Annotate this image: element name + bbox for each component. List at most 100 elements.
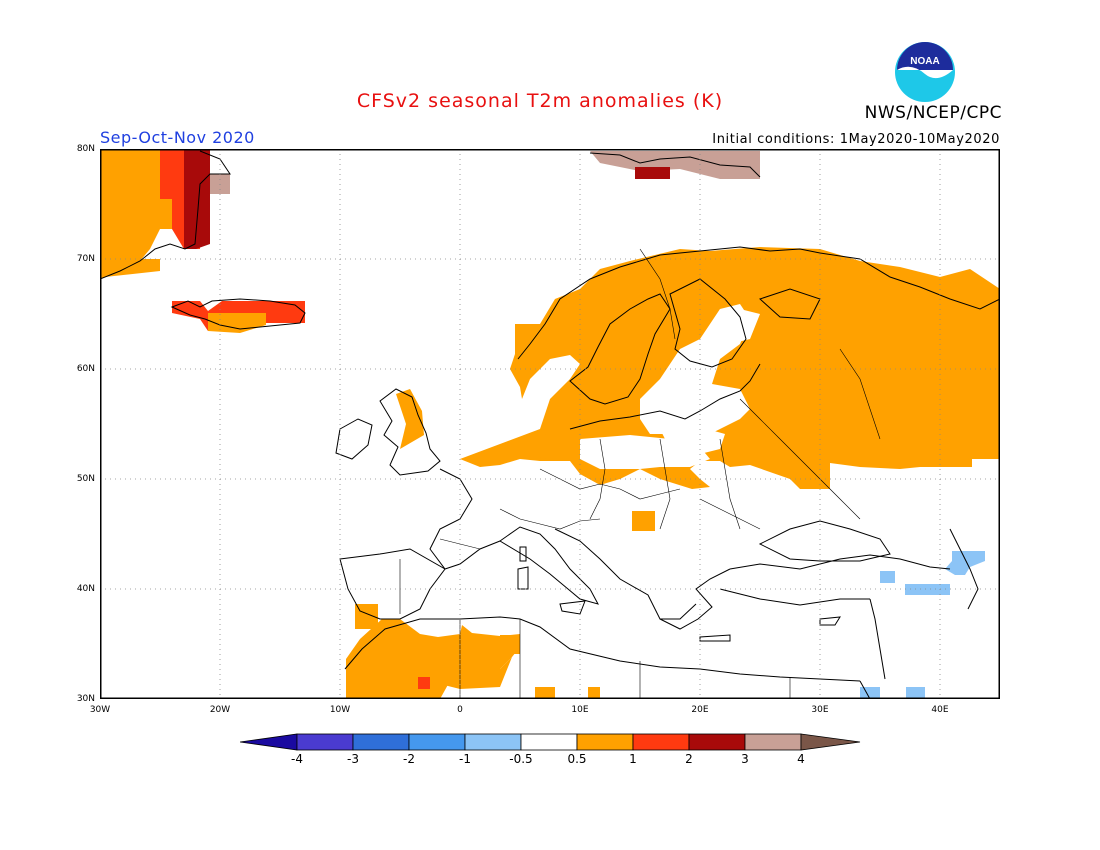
greenland-anomaly-3 [184, 149, 210, 249]
black-sea [758, 520, 891, 562]
agency-label: NWS/NCEP/CPC [864, 103, 1002, 123]
caucasus-cool-anomaly [945, 551, 985, 575]
norway-coast [517, 246, 821, 360]
algeria-anomaly [440, 637, 512, 689]
border-line [499, 508, 601, 530]
lon-label-10e: 10E [571, 705, 589, 715]
svalbard-coast [589, 152, 761, 178]
noaa-logo: NOAA [895, 42, 955, 102]
border-line [699, 498, 761, 530]
border-line [739, 398, 801, 460]
africa-north-coast [344, 616, 861, 682]
legend-label-1: 1 [629, 752, 637, 766]
border-line [639, 248, 676, 340]
legend-label--4: -4 [291, 752, 303, 766]
lat-label-40n: 40N [76, 584, 95, 594]
legend-swatch-1-2 [632, 733, 690, 751]
border-line [659, 438, 671, 530]
legend-label--2: -2 [403, 752, 415, 766]
iberia-south-anomaly [355, 604, 378, 629]
initial-conditions-label: Initial conditions: 1May2020-10May2020 [712, 132, 1000, 147]
border-line [719, 438, 741, 530]
baltic-coast [569, 363, 761, 430]
border-line [539, 468, 681, 500]
logo-text: NOAA [910, 56, 939, 67]
legend-label-4: 4 [797, 752, 805, 766]
legend-label--1: -1 [459, 752, 471, 766]
borders [399, 248, 881, 699]
legend-swatch--2--1 [408, 733, 466, 751]
gridlines [100, 149, 1000, 699]
lon-label-0: 0 [457, 705, 463, 715]
corsica [519, 546, 527, 562]
lat-label-50n: 50N [76, 474, 95, 484]
legend-label-2: 2 [685, 752, 693, 766]
svalbard-anomaly-1 [590, 151, 760, 179]
lat-label-80n: 80N [76, 144, 95, 154]
black-sea-cool-anomaly [880, 571, 895, 583]
white-sea [759, 288, 821, 320]
italy-coast [499, 526, 599, 605]
turkey-east-cool-anomaly [905, 584, 950, 595]
france-coast [429, 468, 501, 570]
levant-cool-anomaly [860, 687, 880, 699]
greenland-coast [100, 150, 231, 280]
lon-label-10w: 10W [329, 705, 351, 715]
legend-swatch--3--2 [352, 733, 410, 751]
greece-coast [659, 568, 731, 630]
lon-label-20w: 20W [209, 705, 231, 715]
lon-label-20e: 20E [691, 705, 709, 715]
map-frame [100, 149, 1000, 699]
legend-swatch--1--0.5 [464, 733, 522, 751]
turkey-south-coast [719, 588, 870, 606]
iceland-coast [170, 298, 306, 330]
red-sea [859, 680, 871, 699]
iberia-coast [339, 548, 446, 620]
legend-swatch--4--3 [296, 733, 354, 751]
legend-swatch-above-4 [800, 733, 861, 751]
season-label: Sep-Oct-Nov 2020 [100, 128, 255, 147]
britain-coast [379, 388, 441, 476]
north-africa-anomaly [346, 619, 520, 699]
tunisia-anomaly [500, 635, 520, 654]
lon-label-40e: 40E [931, 705, 949, 715]
scotland-anomaly [396, 389, 424, 449]
legend-label-3: 3 [741, 752, 749, 766]
germany-white-area [580, 435, 710, 469]
legend-swatch-3-4 [744, 733, 802, 751]
coastlines [100, 150, 1000, 699]
legend-label-0.5: 0.5 [567, 752, 587, 766]
anomaly-map [100, 149, 1000, 699]
map-title: CFSv2 seasonal T2m anomalies (K) [356, 90, 724, 112]
libya-anomaly [535, 687, 555, 699]
balkan-coast [554, 528, 697, 620]
legend-swatch-0.5-1 [576, 733, 634, 751]
ireland-coast [335, 418, 373, 460]
levant-coast [869, 598, 886, 680]
border-line [799, 458, 861, 520]
cyprus [819, 616, 841, 626]
finland-coast [669, 278, 747, 368]
color-legend [240, 733, 861, 751]
lon-label-30w: 30W [89, 705, 111, 715]
adriatic-anomaly [632, 511, 655, 531]
arabia-cool-anomaly [906, 687, 925, 699]
lat-label-60n: 60N [76, 364, 95, 374]
lat-label-30n: 30N [76, 694, 95, 704]
poland-white-area [660, 427, 725, 454]
egypt-anomaly [588, 687, 600, 699]
sardinia [517, 566, 529, 590]
greenland-anomaly-5 [105, 259, 160, 277]
scandinavia-russia-anomaly [460, 247, 1000, 489]
benelux-anomaly [530, 433, 570, 461]
legend-swatch-2-3 [688, 733, 746, 751]
turkey-coast [729, 554, 951, 570]
greenland-anomaly-1 [100, 149, 172, 279]
legend-swatch--0.5-0.5 [520, 733, 578, 751]
caspian-coast [949, 528, 979, 610]
legend-label--3: -3 [347, 752, 359, 766]
sahara-red-spot [418, 677, 430, 689]
legend-swatch-below-4 [240, 733, 298, 751]
border-line [589, 438, 606, 520]
border-line [839, 348, 881, 440]
